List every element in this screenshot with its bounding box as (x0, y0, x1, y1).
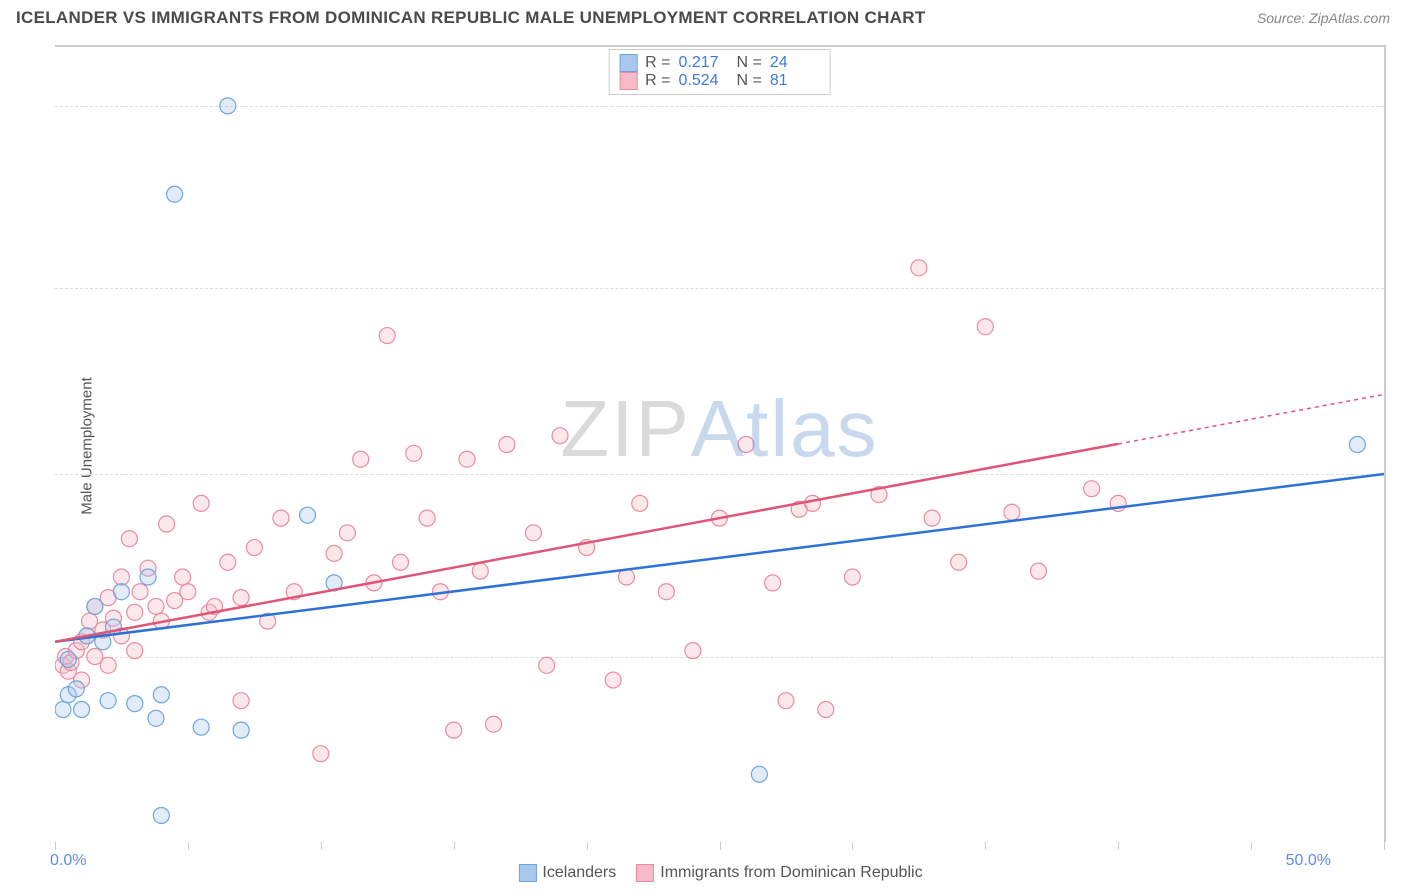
data-point (175, 569, 191, 585)
data-point (486, 716, 502, 732)
legend-item-1: Icelanders (518, 864, 616, 882)
data-point (539, 657, 555, 673)
data-point (1349, 437, 1365, 453)
data-point (55, 702, 71, 718)
data-point (273, 510, 289, 526)
data-point (393, 554, 409, 570)
stats-row-1: R = 0.217 N = 24 (619, 54, 820, 72)
data-point (233, 722, 249, 738)
data-point (818, 702, 834, 718)
data-point (153, 808, 169, 824)
data-point (499, 437, 515, 453)
data-point (193, 495, 209, 511)
data-point (180, 584, 196, 600)
data-point (379, 328, 395, 344)
data-point (100, 657, 116, 673)
data-point (472, 563, 488, 579)
data-point (751, 766, 767, 782)
swatch-icon (619, 54, 637, 72)
chart-area: R = 0.217 N = 24 R = 0.524 N = 81 ZIPAtl… (55, 45, 1386, 842)
source-label: Source: ZipAtlas.com (1257, 10, 1390, 26)
data-point (525, 525, 541, 541)
data-point (132, 584, 148, 600)
data-point (977, 319, 993, 335)
data-point (140, 569, 156, 585)
data-point (246, 540, 262, 556)
x-axis: 0.0% Icelanders Immigrants from Dominica… (55, 852, 1386, 882)
data-point (632, 495, 648, 511)
data-point (60, 651, 76, 667)
data-point (419, 510, 435, 526)
data-point (446, 722, 462, 738)
data-point (605, 672, 621, 688)
data-point (552, 428, 568, 444)
data-point (113, 584, 129, 600)
trend-line (55, 444, 1118, 642)
swatch-icon (518, 864, 536, 882)
data-point (100, 693, 116, 709)
data-point (778, 693, 794, 709)
data-point (193, 719, 209, 735)
data-point (924, 510, 940, 526)
data-point (127, 696, 143, 712)
data-point (113, 569, 129, 585)
data-point (1084, 481, 1100, 497)
chart-title: ICELANDER VS IMMIGRANTS FROM DOMINICAN R… (16, 8, 926, 28)
trend-line-dashed (1118, 394, 1384, 443)
data-point (911, 260, 927, 276)
trend-line (55, 474, 1384, 642)
data-point (127, 604, 143, 620)
data-point (406, 445, 422, 461)
data-point (658, 584, 674, 600)
data-point (233, 590, 249, 606)
swatch-icon (636, 864, 654, 882)
stats-legend: R = 0.217 N = 24 R = 0.524 N = 81 (608, 49, 831, 95)
data-point (313, 746, 329, 762)
data-point (127, 643, 143, 659)
scatter-plot (55, 47, 1384, 842)
data-point (844, 569, 860, 585)
data-point (220, 554, 236, 570)
header: ICELANDER VS IMMIGRANTS FROM DOMINICAN R… (0, 0, 1406, 36)
swatch-icon (619, 72, 637, 90)
data-point (326, 545, 342, 561)
data-point (159, 516, 175, 532)
data-point (148, 598, 164, 614)
data-point (87, 598, 103, 614)
data-point (805, 495, 821, 511)
data-point (153, 687, 169, 703)
data-point (685, 643, 701, 659)
data-point (68, 681, 84, 697)
data-point (459, 451, 475, 467)
data-point (1030, 563, 1046, 579)
data-point (765, 575, 781, 591)
data-point (300, 507, 316, 523)
data-point (353, 451, 369, 467)
data-point (220, 98, 236, 114)
data-point (951, 554, 967, 570)
stats-row-2: R = 0.524 N = 81 (619, 72, 820, 90)
x-max-label: 50.0% (1286, 852, 1331, 870)
data-point (167, 186, 183, 202)
data-point (233, 693, 249, 709)
x-min-label: 0.0% (50, 852, 86, 870)
data-point (339, 525, 355, 541)
bottom-legend: Icelanders Immigrants from Dominican Rep… (518, 864, 922, 882)
data-point (121, 531, 137, 547)
data-point (148, 710, 164, 726)
data-point (1004, 504, 1020, 520)
legend-item-2: Immigrants from Dominican Republic (636, 864, 922, 882)
data-point (74, 702, 90, 718)
data-point (738, 437, 754, 453)
